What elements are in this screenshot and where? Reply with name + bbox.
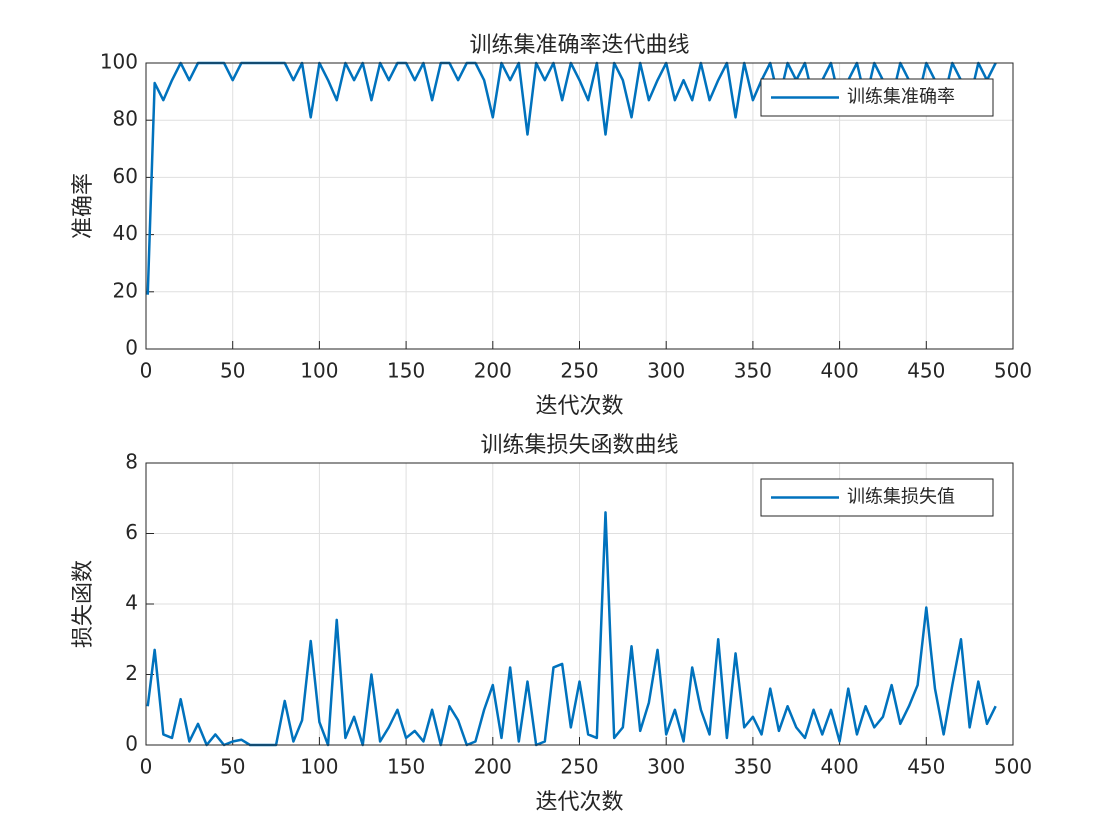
y-tick-label: 20 — [113, 278, 138, 302]
y-tick-label: 0 — [125, 732, 138, 756]
x-tick-label: 100 — [300, 755, 338, 779]
x-tick-label: 0 — [140, 755, 153, 779]
y-tick-label: 40 — [113, 221, 138, 245]
y-tick-label: 80 — [113, 107, 138, 131]
x-tick-label: 250 — [560, 359, 598, 383]
x-tick-label: 200 — [474, 755, 512, 779]
x-tick-label: 150 — [387, 359, 425, 383]
x-tick-label: 350 — [734, 755, 772, 779]
y-tick-label: 0 — [125, 336, 138, 360]
y-tick-label: 60 — [113, 164, 138, 188]
x-tick-label: 500 — [994, 359, 1032, 383]
y-axis-label: 损失函数 — [71, 560, 96, 648]
y-tick-label: 2 — [125, 661, 138, 685]
y-tick-label: 6 — [125, 520, 138, 544]
x-axis-label: 迭代次数 — [535, 394, 623, 419]
x-tick-label: 500 — [994, 755, 1032, 779]
x-axis-label: 迭代次数 — [535, 790, 623, 815]
chart-title: 训练集损失函数曲线 — [480, 433, 678, 458]
x-tick-label: 200 — [474, 359, 512, 383]
axes-box — [145, 62, 1014, 350]
x-tick-label: 300 — [647, 359, 685, 383]
legend-label: 训练集损失值 — [847, 487, 955, 508]
y-tick-label: 4 — [125, 591, 138, 615]
x-tick-label: 350 — [734, 359, 772, 383]
data-line — [146, 511, 997, 747]
x-tick-label: 250 — [560, 755, 598, 779]
x-tick-label: 300 — [647, 755, 685, 779]
x-tick-label: 450 — [907, 359, 945, 383]
y-tick-label: 100 — [100, 50, 138, 74]
x-tick-label: 150 — [387, 755, 425, 779]
axes-box — [145, 462, 1014, 746]
legend-label: 训练集准确率 — [847, 87, 955, 108]
x-tick-label: 400 — [821, 359, 859, 383]
x-tick-label: 100 — [300, 359, 338, 383]
chart-title: 训练集准确率迭代曲线 — [469, 33, 689, 58]
x-tick-label: 400 — [821, 755, 859, 779]
x-tick-label: 0 — [140, 359, 153, 383]
y-axis-label: 准确率 — [71, 173, 96, 239]
y-tick-label: 8 — [125, 450, 138, 474]
x-tick-label: 50 — [220, 755, 245, 779]
x-tick-label: 50 — [220, 359, 245, 383]
x-tick-label: 450 — [907, 755, 945, 779]
